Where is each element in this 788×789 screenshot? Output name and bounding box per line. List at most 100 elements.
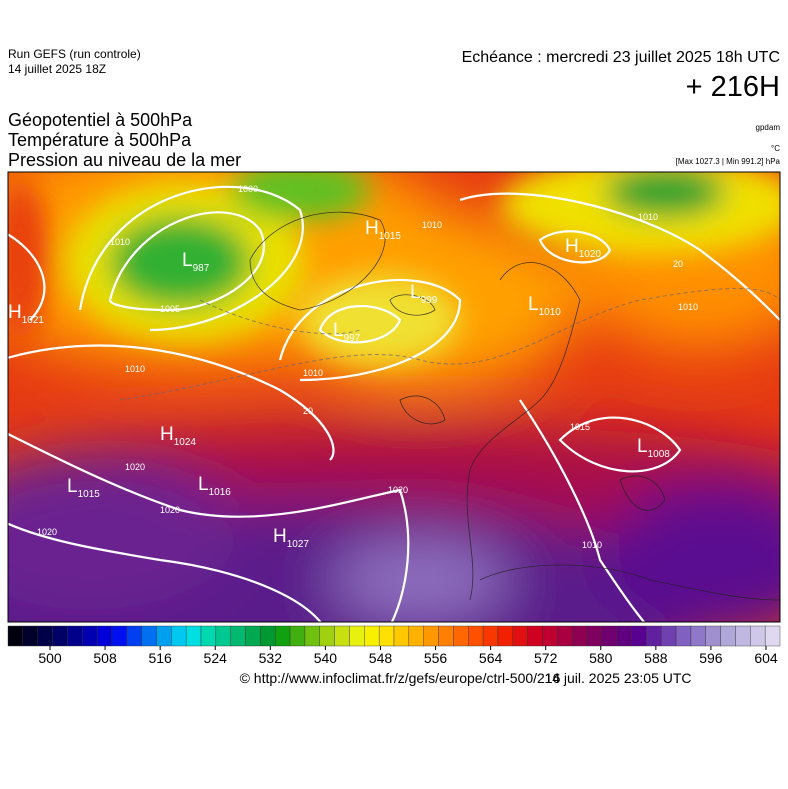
pressure-center: L1008 <box>637 436 670 460</box>
colorbar-swatch <box>215 625 231 647</box>
colorbar-tick-label: 588 <box>644 650 668 666</box>
center-value: 1024 <box>174 437 197 448</box>
colorbar-swatch <box>453 625 469 647</box>
center-value: 1016 <box>209 487 232 498</box>
contour-label: 1015 <box>570 422 590 432</box>
pressure-center: H1020 <box>565 236 601 260</box>
colorbar-swatch <box>171 625 187 647</box>
contour-label: 1020 <box>388 485 408 495</box>
colorbar-tick-label: 604 <box>754 650 778 666</box>
contour-label: 1020 <box>125 462 145 472</box>
contour-label: 1005 <box>160 304 180 314</box>
pressure-center: L1015 <box>67 476 100 500</box>
center-value: 1015 <box>78 489 101 500</box>
colorbar-swatch <box>304 625 320 647</box>
center-letter: L <box>333 320 344 341</box>
center-letter: L <box>198 474 209 495</box>
colorbar-swatch <box>349 625 365 647</box>
colorbar-swatch <box>408 625 424 647</box>
title-line: Pression au niveau de la mer <box>8 150 241 170</box>
colorbar-tick-label: 556 <box>424 650 448 666</box>
colorbar-swatch <box>378 625 395 647</box>
colorbar-tick-label: 516 <box>148 650 172 666</box>
colorbar-tick-label: 500 <box>38 650 62 666</box>
center-letter: L <box>67 476 78 497</box>
contour-label: 1020 <box>37 527 57 537</box>
colorbar-swatch <box>690 625 706 647</box>
contour-label: 1010 <box>110 237 130 247</box>
center-letter: H <box>160 424 174 445</box>
colorbar-tick-label: 596 <box>699 650 723 666</box>
contour-label: 1010 <box>125 364 145 374</box>
title-line: Géopotentiel à 500hPa <box>8 110 193 130</box>
colorbar-swatch <box>82 625 98 647</box>
center-value: 1020 <box>579 249 602 260</box>
colorbar-swatch <box>468 625 484 647</box>
generated-time: 14 juil. 2025 23:05 UTC <box>544 670 691 686</box>
center-letter: L <box>637 436 648 457</box>
colorbar-swatch <box>482 625 499 647</box>
colorbar-tick-label: 564 <box>479 650 503 666</box>
echeance: Echéance : mercredi 23 juillet 2025 18h … <box>462 49 780 66</box>
colorbar-swatch <box>631 625 647 647</box>
map <box>8 172 780 622</box>
colorbar-tick-label: 572 <box>534 650 558 666</box>
map-frame <box>7 171 781 623</box>
center-letter: H <box>8 302 22 323</box>
unit-label: [Max 1027.3 | Min 991.2] hPa <box>676 157 781 166</box>
unit-label: gpdam <box>756 123 781 132</box>
title-line: Température à 500hPa <box>8 130 192 150</box>
center-letter: H <box>273 526 287 547</box>
colorbar-swatch <box>393 625 410 647</box>
colorbar-swatch <box>364 625 380 647</box>
colorbar-swatch <box>156 625 172 647</box>
colorbar-swatch <box>542 625 558 647</box>
unit-label: °C <box>771 144 780 153</box>
contour-label: 1010 <box>638 212 658 222</box>
colorbar-tick-label: 508 <box>93 650 117 666</box>
colorbar-swatch <box>319 625 335 647</box>
colorbar-tick-label: 524 <box>204 650 228 666</box>
colorbar-swatch <box>200 625 217 647</box>
pressure-center: L997 <box>333 320 361 344</box>
center-value: 1027 <box>287 539 310 550</box>
pressure-center: L999 <box>410 282 438 306</box>
source: © http://www.infoclimat.fr/z/gefs/europe… <box>240 670 561 686</box>
colorbar-tick-label: 548 <box>369 650 393 666</box>
colorbar-swatch <box>141 625 157 647</box>
colorbar-tick-label: 540 <box>314 650 338 666</box>
colorbar-swatch <box>289 625 306 647</box>
colorbar-swatch <box>126 625 142 647</box>
colorbar-swatch <box>750 625 766 647</box>
pressure-center: H1015 <box>365 218 401 242</box>
contour-label: 1020 <box>160 505 180 515</box>
center-value: 999 <box>421 295 438 306</box>
center-letter: L <box>182 250 193 271</box>
colorbar-swatch <box>764 625 781 647</box>
pressure-center: L1010 <box>528 294 561 318</box>
center-value: 997 <box>344 333 361 344</box>
colorbar-swatch <box>720 625 736 647</box>
colorbar-swatch <box>22 625 38 647</box>
contour-label: 1010 <box>303 368 323 378</box>
colorbar-swatch <box>705 625 721 647</box>
contour-label: 1010 <box>678 302 698 312</box>
colorbar-swatch <box>438 625 454 647</box>
colorbar-swatch <box>527 625 543 647</box>
colorbar-tick-label: 580 <box>589 650 613 666</box>
center-value: 1015 <box>379 231 402 242</box>
colorbar-swatch <box>7 625 24 647</box>
colorbar-swatch <box>37 625 53 647</box>
colorbar-swatch <box>67 625 83 647</box>
colorbar-swatch <box>334 625 350 647</box>
pressure-center: H1021 <box>8 302 44 326</box>
colorbar-swatch <box>245 625 261 647</box>
colorbar-swatch <box>52 625 68 647</box>
colorbar-swatch <box>557 625 573 647</box>
center-value: 987 <box>193 263 210 274</box>
center-value: 1021 <box>22 315 45 326</box>
colorbar-swatch <box>185 625 202 647</box>
center-value: 1010 <box>539 307 562 318</box>
